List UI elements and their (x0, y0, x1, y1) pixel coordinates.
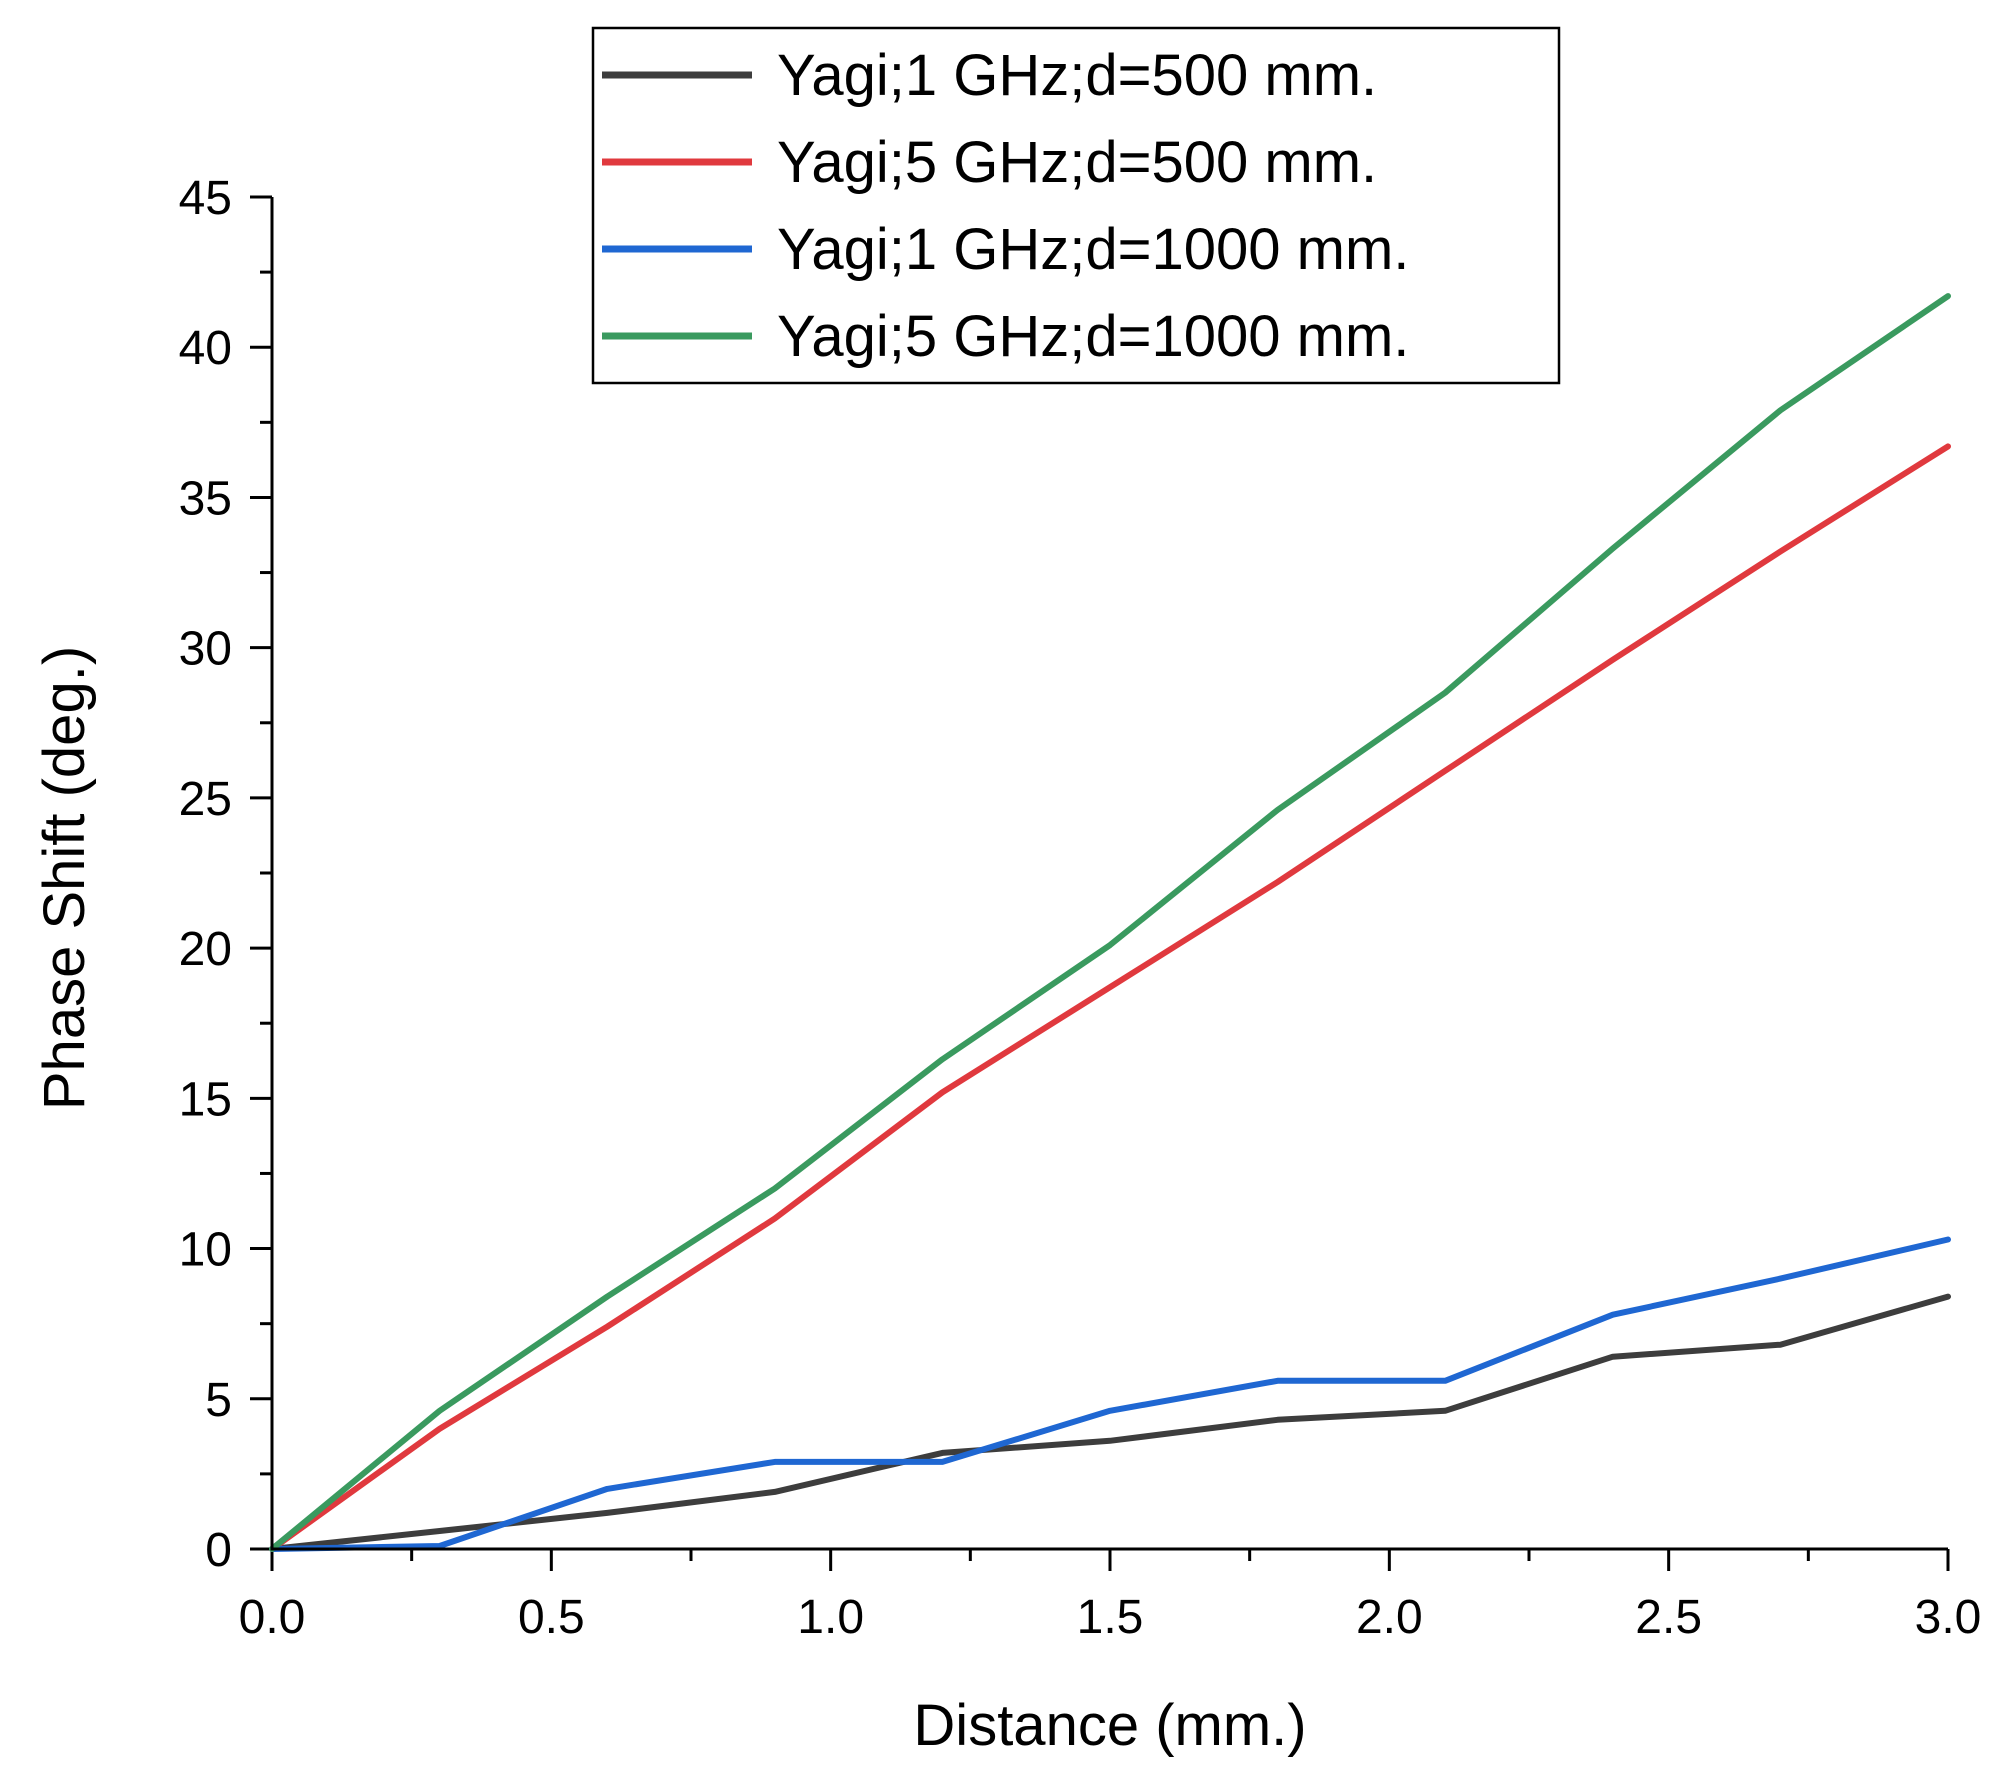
x-tick-labels: 0.0 0.5 1.0 1.5 2.0 2.5 3.0 (239, 1591, 1982, 1644)
x-tick-label: 1.0 (797, 1591, 864, 1644)
y-tick-label: 30 (179, 623, 232, 676)
x-tick-label: 1.5 (1077, 1591, 1144, 1644)
y-tick-label: 45 (179, 172, 232, 225)
x-tick-label: 0.0 (239, 1591, 306, 1644)
series-line-yagi-1-ghz-d-500-mm (269, 1293, 1951, 1552)
y-tick-label: 20 (179, 923, 232, 976)
series-layer (269, 293, 1951, 1552)
x-axis-title: Distance (mm.) (913, 1693, 1306, 1758)
y-tick-labels: 0 5 10 15 20 25 30 35 40 45 (179, 172, 232, 1577)
y-axis-title: Phase Shift (deg.) (32, 646, 97, 1110)
x-tick-label: 2.5 (1635, 1591, 1702, 1644)
legend-label: Yagi;5 GHz;d=500 mm. (777, 130, 1377, 195)
y-tick-label: 10 (179, 1224, 232, 1277)
x-tick-label: 3.0 (1915, 1591, 1982, 1644)
legend-label: Yagi;1 GHz;d=500 mm. (777, 43, 1377, 108)
series-line-yagi-5-ghz-d-500-mm (269, 443, 1951, 1552)
y-tick-label: 5 (205, 1374, 232, 1427)
y-tick-label: 25 (179, 773, 232, 826)
x-tick-label: 0.5 (518, 1591, 585, 1644)
legend-box (591, 26, 1561, 385)
legend: Yagi;1 GHz;d=500 mm. Yagi;5 GHz;d=500 mm.… (591, 26, 1561, 385)
series-line-yagi-1-ghz-d-1000-mm (269, 1236, 1951, 1552)
y-tick-label: 40 (179, 322, 232, 375)
legend-label: Yagi;5 GHz;d=1000 mm. (777, 304, 1409, 369)
legend-label: Yagi;1 GHz;d=1000 mm. (777, 217, 1409, 282)
x-tick-label: 2.0 (1356, 1591, 1423, 1644)
y-tick-label: 35 (179, 472, 232, 525)
series-line-yagi-5-ghz-d-1000-mm (269, 293, 1951, 1552)
axis-ticks (250, 195, 1950, 1571)
y-tick-label: 15 (179, 1073, 232, 1126)
y-tick-label: 0 (205, 1524, 232, 1577)
